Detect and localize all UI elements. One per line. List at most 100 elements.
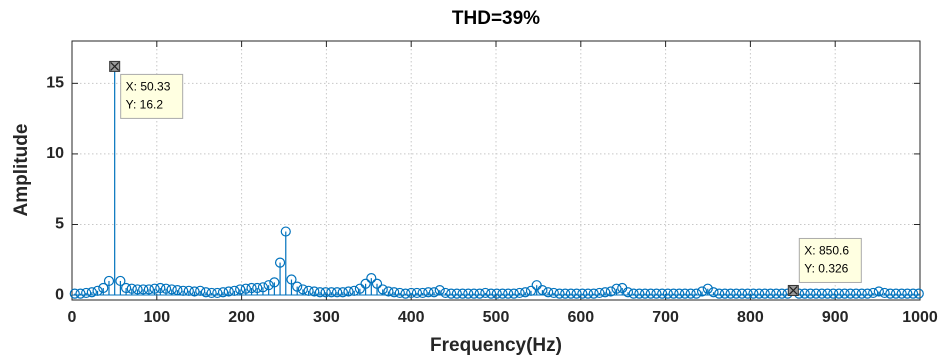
stem-marker bbox=[178, 285, 189, 296]
stem-marker bbox=[195, 285, 206, 296]
stem-marker bbox=[605, 286, 616, 297]
stem-marker bbox=[696, 286, 708, 297]
datatip-text: Y: 16.2 bbox=[126, 98, 164, 112]
stem-marker bbox=[160, 283, 172, 294]
stem-marker bbox=[417, 287, 428, 299]
y-tick-label: 15 bbox=[46, 75, 64, 92]
stem-marker bbox=[873, 286, 884, 297]
chart-title: THD=39% bbox=[452, 8, 540, 29]
stem-marker bbox=[212, 287, 223, 299]
stem-marker bbox=[725, 288, 736, 299]
stem-marker bbox=[674, 288, 685, 299]
stem-marker bbox=[543, 287, 554, 298]
stem-marker bbox=[862, 288, 873, 299]
stem-marker bbox=[622, 287, 634, 298]
stem-marker bbox=[736, 288, 748, 299]
stem-marker bbox=[560, 288, 571, 299]
stem-marker bbox=[485, 288, 497, 299]
stem-marker bbox=[845, 288, 856, 299]
datatip-text: Y: 0.326 bbox=[804, 262, 848, 276]
x-tick-label: 1000 bbox=[902, 309, 938, 326]
stem-marker bbox=[856, 288, 867, 299]
stem-marker bbox=[366, 273, 377, 284]
stem-marker bbox=[69, 288, 80, 299]
datatip-box bbox=[798, 237, 862, 283]
stem-marker bbox=[548, 287, 559, 299]
datatip-cross bbox=[110, 61, 120, 71]
stem-marker bbox=[611, 283, 622, 294]
stem-marker bbox=[491, 288, 502, 299]
stem-marker bbox=[269, 277, 280, 288]
stem-marker bbox=[280, 226, 291, 237]
stem-marker bbox=[223, 286, 234, 297]
stem-marker bbox=[759, 288, 770, 299]
stem-marker bbox=[217, 287, 229, 298]
x-axis-label: Frequency(Hz) bbox=[430, 335, 562, 356]
stem-marker bbox=[588, 288, 599, 299]
stem-marker bbox=[719, 288, 730, 299]
stem-marker bbox=[890, 288, 902, 299]
stem-marker bbox=[474, 288, 485, 299]
stem-marker bbox=[81, 287, 92, 299]
x-tick-label: 100 bbox=[143, 309, 170, 326]
stem-marker bbox=[115, 275, 126, 287]
datatip-marker bbox=[109, 60, 121, 72]
stem-marker bbox=[748, 288, 759, 299]
stem-marker bbox=[896, 288, 907, 299]
stem-marker bbox=[337, 287, 348, 298]
stem-marker bbox=[371, 278, 383, 289]
stem-marker bbox=[172, 285, 183, 296]
stem-marker bbox=[434, 285, 445, 296]
x-tick-label: 600 bbox=[567, 309, 594, 326]
stem-marker bbox=[885, 288, 896, 299]
stem-marker bbox=[833, 288, 845, 299]
stem-marker bbox=[816, 288, 827, 299]
plot-frame bbox=[71, 40, 921, 301]
x-tick-label: 400 bbox=[398, 309, 425, 326]
stem-marker bbox=[463, 288, 474, 299]
stem-marker bbox=[263, 280, 274, 291]
stem-marker bbox=[657, 288, 668, 299]
stem-marker bbox=[451, 288, 462, 299]
x-tick-label: 700 bbox=[652, 309, 679, 326]
stem-marker bbox=[879, 287, 890, 299]
stem-marker bbox=[577, 288, 588, 299]
stem-marker bbox=[331, 287, 343, 298]
stem-marker bbox=[360, 278, 371, 289]
stem-marker bbox=[138, 284, 149, 295]
stem-marker bbox=[349, 285, 360, 296]
stem-marker bbox=[229, 285, 240, 296]
stem-marker bbox=[520, 287, 531, 298]
stem-marker bbox=[503, 288, 514, 299]
stem-marker bbox=[554, 288, 565, 299]
stem-marker bbox=[754, 288, 765, 299]
stem-marker bbox=[423, 287, 434, 298]
datatip-text: X: 850.6 bbox=[804, 244, 849, 258]
stem-marker bbox=[92, 285, 103, 296]
stem-marker bbox=[811, 288, 822, 299]
stem-marker bbox=[668, 288, 679, 299]
stem-marker bbox=[286, 274, 297, 285]
stem-marker bbox=[600, 287, 611, 298]
stem-marker bbox=[514, 287, 525, 299]
x-tick-label: 500 bbox=[483, 309, 510, 326]
stem-marker bbox=[183, 285, 194, 296]
stem-marker bbox=[303, 285, 314, 296]
stem-marker bbox=[143, 284, 155, 295]
stem-marker bbox=[822, 288, 833, 299]
stem-marker bbox=[731, 288, 742, 299]
y-tick-label: 5 bbox=[55, 216, 64, 233]
stem-marker bbox=[235, 284, 246, 295]
stem-marker bbox=[799, 288, 810, 299]
stem-marker bbox=[691, 288, 702, 299]
stem-marker bbox=[679, 288, 691, 299]
stem-marker bbox=[252, 282, 263, 294]
x-tick-label: 800 bbox=[737, 309, 764, 326]
stem-marker bbox=[902, 288, 913, 299]
stem-marker bbox=[565, 288, 577, 299]
stem-marker bbox=[525, 285, 537, 296]
stem-marker bbox=[257, 282, 269, 293]
stem-marker bbox=[166, 284, 177, 295]
